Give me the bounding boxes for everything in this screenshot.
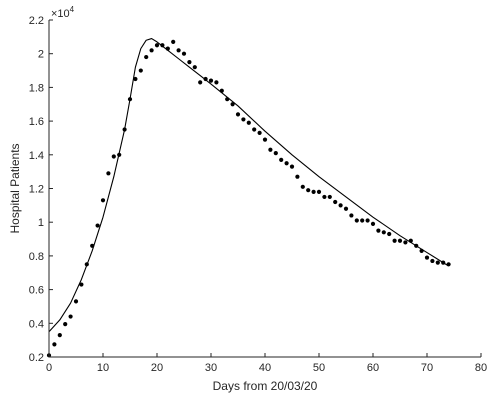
y-tick-label: 1.2 [29,184,44,196]
x-tick-label: 80 [475,362,487,374]
data-point [322,194,327,200]
y-axis-multiplier-exponent: 4 [70,5,75,14]
data-point [138,68,143,73]
x-tick-label: 70 [421,362,433,374]
data-point [144,54,149,60]
y-tick-label: 1.4 [29,150,44,162]
x-tick-label: 60 [367,362,379,374]
data-point [435,260,440,265]
data-point [300,184,305,189]
y-axis-label: Hospital Patients [8,143,22,233]
data-point [230,102,235,107]
y-tick-label: 0.2 [29,352,44,364]
data-point [381,230,386,235]
data-point [289,164,295,169]
data-point [95,223,100,228]
data-point [311,189,316,194]
data-point [73,299,79,304]
data-point [133,76,138,82]
data-point [154,43,160,48]
model-fit-line [48,37,449,333]
y-tick-label: 2.2 [29,15,44,27]
data-point [257,130,262,135]
data-point [376,228,381,233]
data-point [171,39,176,45]
data-point [100,198,106,203]
data-point [430,258,435,264]
data-point [235,112,241,117]
data-point [316,189,322,194]
data-point [181,51,187,56]
data-point [57,332,62,338]
data-point [397,238,403,243]
data-point [241,117,246,122]
x-axis-ticks: 0 10 20 30 40 50 60 70 80 [46,353,487,374]
x-tick-label: 10 [97,362,109,374]
data-point [262,137,268,142]
data-point [149,48,154,53]
x-tick-label: 50 [313,362,325,374]
data-point [424,255,430,260]
data-point [273,151,278,156]
data-point [392,238,397,243]
data-point [246,120,251,125]
y-tick-label: 1.6 [29,116,44,128]
data-point [106,171,111,176]
data-point [327,194,332,200]
plot-area [46,37,451,358]
y-tick-label: 1.8 [29,82,44,94]
data-point [365,218,370,223]
data-point [343,206,349,211]
data-point [111,154,116,159]
y-axis-multiplier: ×104 [51,5,75,20]
data-point [387,231,392,237]
x-tick-label: 0 [46,362,52,374]
data-point [68,314,73,319]
x-tick-label: 40 [259,362,271,374]
data-point [79,282,84,287]
data-point [349,213,354,218]
y-tick-label: 1 [38,217,44,229]
y-tick-label: 0.8 [29,251,44,263]
data-point [198,80,203,85]
data-point [252,127,257,132]
data-point [360,218,365,223]
y-tick-label: 0.6 [29,285,44,297]
data-point [268,147,273,152]
data-point [284,161,289,166]
y-axis-ticks: 0.2 0.4 0.6 0.8 1 1.2 1.4 1.6 1.8 2 2.2 [29,15,53,364]
data-point [333,199,338,205]
y-tick-label: 2 [38,49,44,61]
data-point [306,188,311,193]
x-tick-label: 30 [205,362,217,374]
data-point [295,174,300,179]
data-point [192,65,197,70]
data-point [370,221,376,226]
data-point [176,48,181,53]
data-point [354,218,359,223]
y-axis-multiplier-base: ×10 [51,8,70,20]
data-point [187,60,192,65]
axes: 0 10 20 30 40 50 60 70 80 0.2 0.4 0.6 0.8 1 1.2 1.4 1.6… [29,15,487,374]
y-tick-label: 0.4 [29,318,44,330]
data-point [338,203,343,208]
data-point [214,80,219,85]
x-axis-label: Days from 20/03/20 [213,379,318,393]
data-point [63,322,68,327]
data-point [279,157,284,162]
data-point [403,240,408,245]
data-point [208,78,214,83]
x-tick-label: 20 [151,362,163,374]
data-point [52,342,57,347]
